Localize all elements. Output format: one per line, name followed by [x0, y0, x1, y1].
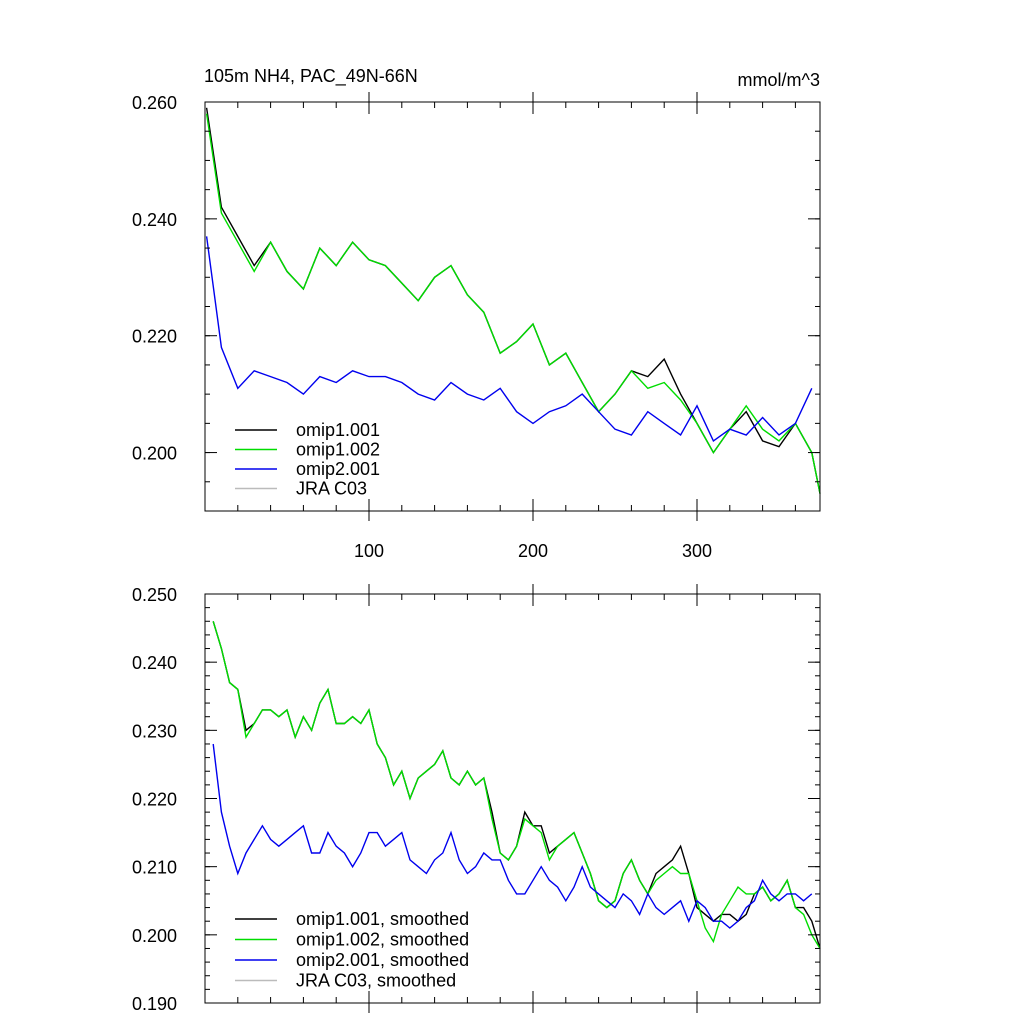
- bottom-ticks: 0.190 0.200 0.210 0.220 0.230 0.240 0.250: [132, 584, 820, 1014]
- y-tick-label: 0.220: [132, 327, 177, 347]
- y-tick-label: 0.230: [132, 721, 177, 741]
- series-line-0: [212, 621, 821, 949]
- top-panel: 105m NH4, PAC_49N-66N mmol/m^3 0.200 0.22…: [132, 66, 821, 561]
- legend-label: omip1.001, smoothed: [296, 909, 469, 929]
- y-tick-label: 0.210: [132, 858, 177, 878]
- chart-title: 105m NH4, PAC_49N-66N: [204, 66, 418, 87]
- legend-label: omip2.001, smoothed: [296, 950, 469, 970]
- x-tick-label: 100: [354, 541, 384, 561]
- y-tick-label: 0.240: [132, 210, 177, 230]
- series-line-2: [212, 743, 813, 929]
- legend-label: omip1.002: [296, 440, 380, 460]
- legend-label: JRA C03, smoothed: [296, 971, 456, 991]
- y-tick-label: 0.240: [132, 653, 177, 673]
- y-tick-label: 0.200: [132, 926, 177, 946]
- legend-label: omip1.002, smoothed: [296, 930, 469, 950]
- y-tick-label: 0.250: [132, 585, 177, 605]
- legend-label: omip1.001: [296, 420, 380, 440]
- top-plot-frame: [204, 101, 821, 512]
- bottom-plot-frame: [204, 593, 821, 1004]
- series-line-1: [212, 621, 821, 949]
- x-tick-label: 300: [682, 541, 712, 561]
- bottom-panel: 0.190 0.200 0.210 0.220 0.230 0.240 0.250 omip…: [132, 584, 821, 1014]
- bottom-series-group: [212, 621, 821, 949]
- series-line-1: [205, 113, 821, 494]
- units-label: mmol/m^3: [738, 70, 820, 90]
- y-tick-label: 0.260: [132, 93, 177, 113]
- y-tick-label: 0.220: [132, 790, 177, 810]
- top-ticks: 0.200 0.220 0.240 0.260 100 200 300: [132, 92, 820, 561]
- y-tick-label: 0.200: [132, 444, 177, 464]
- legend-label: JRA C03: [296, 479, 367, 499]
- legend-label: omip2.001: [296, 459, 380, 479]
- top-series-group: [205, 107, 821, 494]
- x-tick-label: 200: [518, 541, 548, 561]
- series-line-2: [205, 236, 813, 442]
- y-tick-label: 0.190: [132, 994, 177, 1014]
